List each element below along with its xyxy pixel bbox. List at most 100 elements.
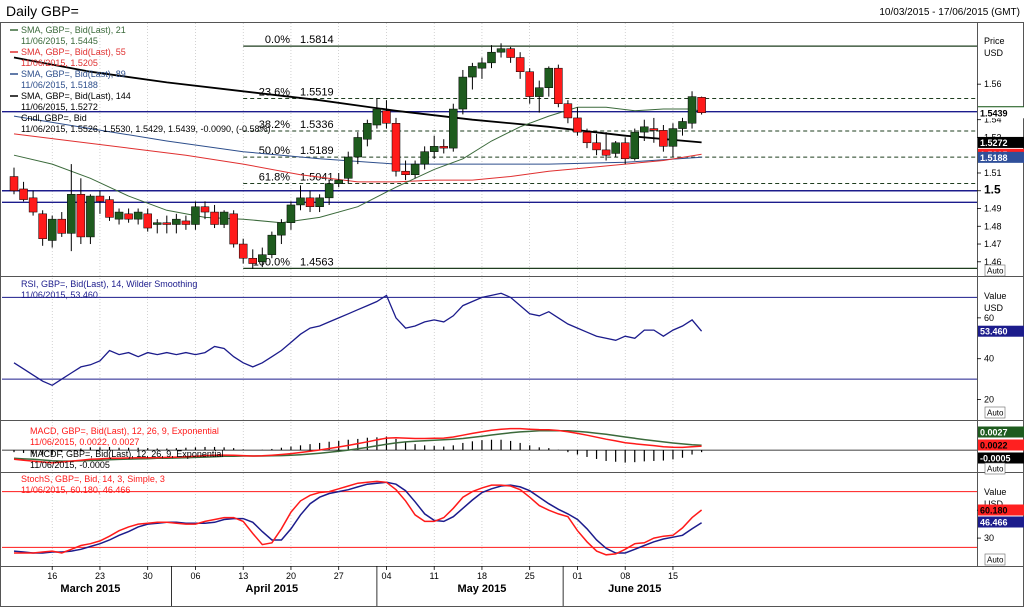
bull-candle-body xyxy=(219,211,229,225)
stoch-axis-title: Value xyxy=(984,487,1006,497)
bull-candle-body xyxy=(477,62,487,69)
x-tick-label: 18 xyxy=(477,571,487,581)
legend-sma21-value: 11/06/2015, 1.5445 xyxy=(21,36,98,46)
bear-candle-body xyxy=(238,243,248,259)
price-tick-label: 1.47 xyxy=(984,239,1002,249)
candle xyxy=(592,133,601,156)
candle xyxy=(487,45,496,69)
candle xyxy=(668,123,678,157)
bear-candle-body xyxy=(28,197,38,213)
price-tick-label: 1.46 xyxy=(984,257,1002,267)
bear-candle-body xyxy=(124,213,133,220)
bull-candle-body xyxy=(191,206,200,225)
x-tick-label: 04 xyxy=(381,571,391,581)
bull-candle-body xyxy=(315,197,324,207)
candle xyxy=(420,146,429,170)
price-auto-button-box xyxy=(984,264,1006,277)
price-axis-unit: USD xyxy=(984,48,1004,58)
legend-sma55-name: SMA, GBP=, Bid(Last), 55 xyxy=(21,47,126,57)
legend-sma55-value: 11/06/2015, 1.5205 xyxy=(21,58,98,68)
price-tick-label: 1.51 xyxy=(984,168,1002,178)
candle xyxy=(286,201,296,230)
rsi-auto-button-box xyxy=(984,406,1006,419)
x-tick-label: 27 xyxy=(334,571,344,581)
macd-signal-line xyxy=(13,429,702,462)
bear-candle-body xyxy=(19,188,28,200)
candle xyxy=(162,215,172,234)
macd-last-tag-2-text: -0.0005 xyxy=(980,454,1011,464)
candle xyxy=(95,190,105,214)
candle xyxy=(238,238,248,264)
stoch-auto-button-text: Auto xyxy=(987,556,1004,565)
x-month-label: June 2015 xyxy=(608,583,661,595)
bear-candle-body xyxy=(563,103,573,119)
candle xyxy=(181,215,191,230)
price-last-tag-2-text: 1.5272 xyxy=(980,138,1008,148)
candle xyxy=(277,219,286,245)
outer-frame xyxy=(0,22,1024,607)
stoch-auto-button-box xyxy=(984,553,1006,566)
stoch-legend-name: StochS, GBP=, Bid, 14, 3, Simple, 3 xyxy=(21,474,165,484)
legend-sma89-name: SMA, GBP=, Bid(Last), 89 xyxy=(21,69,126,79)
candle xyxy=(458,69,468,115)
rsi-axis-title: Value xyxy=(984,291,1006,301)
chart-title: Daily GBP= xyxy=(6,3,79,19)
legend-sma89-value: 11/06/2015, 1.5188 xyxy=(21,80,98,90)
price-last-tag-4: 1.5188 xyxy=(978,151,1024,163)
candle xyxy=(620,137,630,165)
stoch-k-line xyxy=(14,480,703,556)
stoch-legend-value: 11/06/2015, 60.180, 46.466 xyxy=(21,485,130,495)
rsi-legend-value: 11/06/2015, 53.460 xyxy=(21,290,98,300)
x-tick-label: 15 xyxy=(668,571,678,581)
x-tick-label: 30 xyxy=(143,571,153,581)
bear-candle-body xyxy=(506,48,515,58)
bear-candle-body xyxy=(143,213,152,229)
candle xyxy=(372,98,382,129)
candle xyxy=(363,119,372,147)
bear-candle-body xyxy=(210,211,219,225)
price-auto-button-text: Auto xyxy=(987,267,1004,276)
bull-candle-body xyxy=(353,137,363,158)
bear-candle-body xyxy=(105,199,114,218)
price-last-tag-4-text: 1.5188 xyxy=(980,153,1008,163)
x-tick-label: 08 xyxy=(620,571,630,581)
fib-value-label: 1.4563 xyxy=(300,256,334,268)
stoch-last-tag-0-text: 60.180 xyxy=(980,506,1008,516)
fib-percent-label: 61.8% xyxy=(259,171,290,183)
stoch-last-tag-0-bg xyxy=(978,504,1024,516)
candle xyxy=(9,167,19,195)
bull-candle-body xyxy=(86,195,95,238)
stoch-d-line xyxy=(13,481,703,554)
candle xyxy=(640,119,649,142)
candle xyxy=(391,117,401,177)
bear-candle-body xyxy=(200,206,210,213)
candle xyxy=(477,57,487,79)
bull-candle-body xyxy=(687,96,697,124)
bear-candle-body xyxy=(95,195,105,202)
bull-candle-body xyxy=(410,163,420,176)
price-last-tag-1-bg xyxy=(978,107,1024,119)
price-last-tag-4-bg xyxy=(978,151,1024,163)
candle xyxy=(515,52,525,79)
sma55-line xyxy=(13,133,702,183)
bull-candle-body xyxy=(277,222,286,236)
rsi-axis-unit: USD xyxy=(984,303,1004,313)
candle xyxy=(19,181,28,202)
price-last-tag-2-bg xyxy=(978,136,1024,148)
candle xyxy=(305,190,315,213)
candle xyxy=(525,68,534,104)
price-tick-label: 1.56 xyxy=(984,79,1002,89)
candle xyxy=(563,100,573,124)
bear-candle-body xyxy=(162,222,172,225)
bull-candle-body xyxy=(363,122,372,140)
candle xyxy=(67,164,76,252)
bull-candle-body xyxy=(67,194,76,234)
fib-value-label: 1.5041 xyxy=(300,171,334,183)
rsi-line xyxy=(13,292,703,387)
x-tick-label: 11 xyxy=(430,571,439,581)
bull-candle-body xyxy=(678,121,687,129)
macdf-legend-value: 11/06/2015, -0.0005 xyxy=(30,460,110,470)
stoch-axis-unit: USD xyxy=(984,499,1004,509)
